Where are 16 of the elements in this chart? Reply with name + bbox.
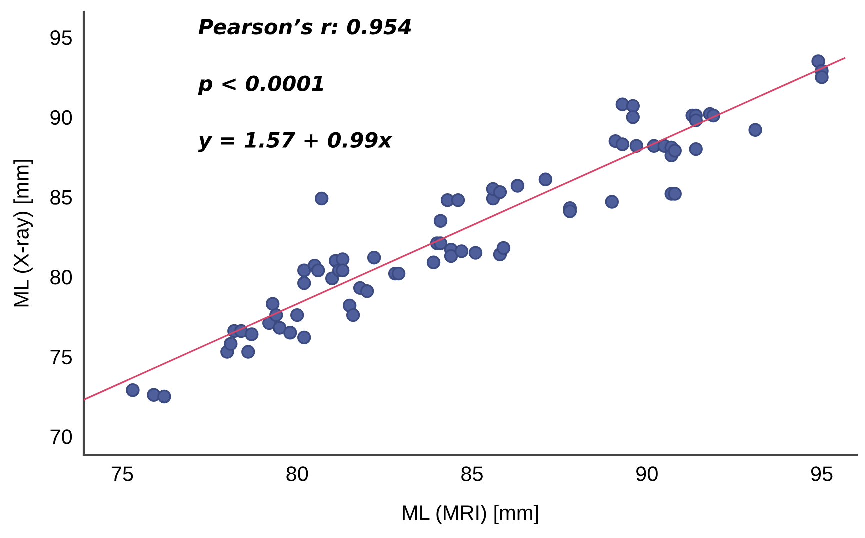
x-tick-label: 80 bbox=[286, 466, 308, 482]
y-tick-label: 80 bbox=[50, 270, 72, 285]
y-tick-label: 95 bbox=[50, 30, 72, 46]
y-tick-label: 85 bbox=[50, 190, 72, 205]
annotation: y = 1.57 + 0.99x bbox=[198, 132, 393, 152]
x-tick-label: 75 bbox=[112, 466, 134, 482]
x-tick-label: 90 bbox=[636, 466, 658, 482]
x-axis-title: ML (MRI) [mm] bbox=[403, 504, 538, 524]
annotation: p < 0.0001 bbox=[198, 76, 324, 96]
x-tick-label: 85 bbox=[462, 466, 483, 482]
y-axis-title: ML (X-ray) [mm] bbox=[14, 160, 34, 307]
y-tick-label: 75 bbox=[50, 350, 72, 365]
x-tick-label: 95 bbox=[811, 466, 833, 482]
y-tick-label: 70 bbox=[50, 430, 72, 444]
annotation: Pearson’s r: 0.954 bbox=[198, 19, 412, 35]
y-tick-label: 90 bbox=[50, 110, 72, 126]
